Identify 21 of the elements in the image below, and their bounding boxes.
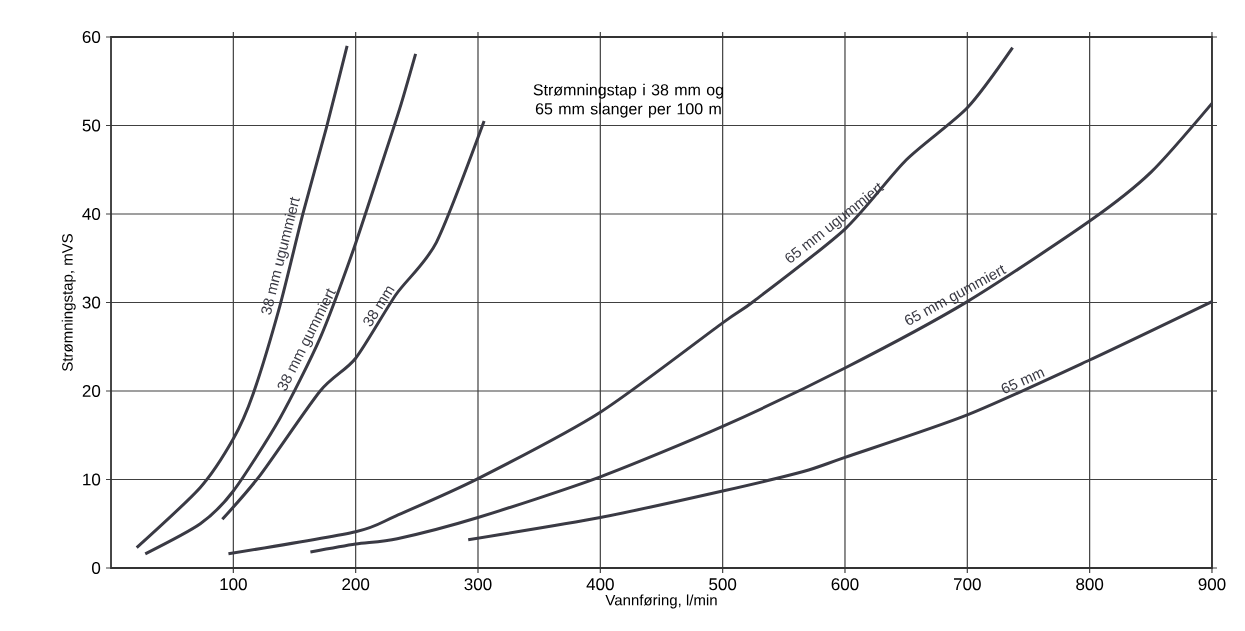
text: 38 mm ugummiert <box>261 196 300 315</box>
x-tick-label: 900 <box>1198 578 1226 591</box>
x-tick-label: 800 <box>1076 578 1104 591</box>
y-tick-label: 30 <box>82 296 101 309</box>
x-tick-label: 700 <box>954 578 981 591</box>
x-axis-title: Vannføring, l/min <box>605 594 717 609</box>
y-tick-label: 50 <box>82 119 101 132</box>
y-tick-label: 20 <box>82 384 101 398</box>
x-tick-label: 400 <box>586 578 614 591</box>
x-tick-label: 200 <box>342 578 370 591</box>
text: 65 mm <box>1001 369 1045 394</box>
y-tick-label: 40 <box>82 207 101 221</box>
x-tick-label: 500 <box>709 578 737 591</box>
y-axis-title: Strømningstap, mVS <box>61 234 76 371</box>
x-tick-label: 600 <box>831 578 859 591</box>
x-tick-label: 300 <box>464 578 492 591</box>
text: 38 mm <box>363 286 395 327</box>
x-tick-label: 100 <box>220 578 247 591</box>
y-tick-label: 60 <box>82 30 101 44</box>
y-tick-label: 0 <box>92 561 101 575</box>
y-tick-label: 10 <box>83 473 101 486</box>
